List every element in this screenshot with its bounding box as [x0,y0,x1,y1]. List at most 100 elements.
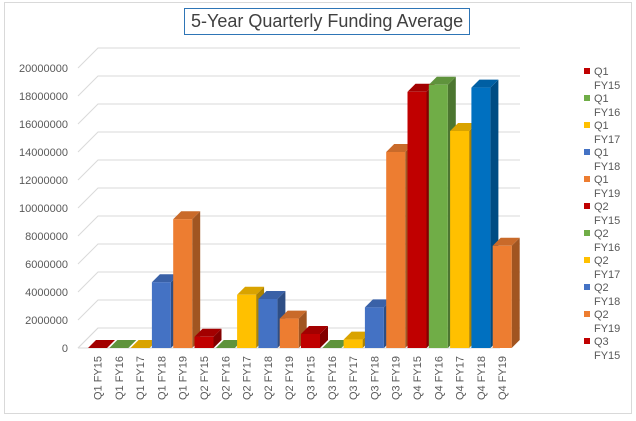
gridline [77,103,520,125]
bar [173,219,193,348]
x-tick-label: Q4 FY17 [455,356,467,400]
legend-swatch [584,149,590,155]
bar-top [343,331,371,340]
bar-top [151,274,179,283]
bar-top [279,310,307,319]
legend-label-line2: FY15 [594,350,620,362]
legend-swatch [584,203,590,209]
gridline [77,215,520,237]
bar [492,245,512,348]
gridline [77,271,520,293]
y-tick-label: 0 [62,343,68,355]
bar-side [213,328,222,348]
legend-label-line2: FY16 [594,107,620,119]
x-tick-label: Q3 FY15 [306,356,318,400]
legend-swatch [584,284,590,290]
bar-top [258,291,286,299]
bar-side [320,326,328,348]
x-tick-label: Q2 FY16 [220,356,232,400]
legend-label: Q1 [594,120,609,132]
gridline [77,159,520,181]
bar-top [450,123,478,131]
legend-swatch [584,230,590,236]
x-tick-label: Q1 FY19 [178,356,190,400]
bar [471,87,491,348]
y-tick-label: 12000000 [19,175,68,187]
bar-top [194,328,222,337]
legend-label-line2: FY18 [594,161,620,173]
bar-top [88,340,115,348]
bar [450,131,470,348]
bar [279,318,299,348]
bar-top [301,326,328,334]
y-tick-label: 20000000 [19,63,68,75]
bar [386,152,406,348]
legend-label: Q2 [594,255,609,267]
legend-label-line2: FY15 [594,215,620,227]
legend-label-line2: FY19 [594,188,620,200]
y-tick-label: 14000000 [19,147,68,159]
x-tick-label: Q1 FY18 [156,356,168,400]
y-tick-label: 10000000 [19,203,68,215]
x-tick-label: Q2 FY19 [284,356,296,400]
y-tick-label: 18000000 [19,91,68,103]
legend-label: Q2 [594,201,609,213]
legend-swatch [584,311,590,317]
y-tick-label: 2000000 [25,315,68,327]
bar-top [364,299,392,308]
bar [343,339,363,348]
gridline [77,243,520,265]
legend-label-line2: FY16 [594,242,620,254]
bar [194,336,214,348]
legend-label-line2: FY15 [594,80,620,92]
bar-top [109,340,137,348]
chart-title: 5-Year Quarterly Funding Average [184,8,471,35]
bar-top [173,211,201,220]
legend-label: Q1 [594,174,609,186]
gridline [77,75,520,97]
x-tick-label: Q1 FY16 [114,356,126,400]
legend-swatch [584,338,590,344]
gridline [77,47,520,69]
bar [301,334,320,348]
x-tick-label: Q3 FY18 [369,356,381,400]
y-tick-label: 6000000 [25,259,68,271]
legend-swatch [584,122,590,128]
legend-label: Q2 [594,282,609,294]
x-tick-label: Q1 FY15 [93,356,105,400]
legend-swatch [584,257,590,263]
legend-label: Q1 [594,147,609,159]
legend-label-line2: FY19 [594,323,620,335]
legend-swatch [584,68,590,74]
bar [428,84,448,349]
y-tick-label: 4000000 [25,287,68,299]
legend-label-line2: FY17 [594,269,620,281]
bar-top [407,83,435,92]
bar-top [428,76,456,85]
bar-side [192,211,201,348]
legend-label-line2: FY17 [594,134,620,146]
legend-label: Q2 [594,309,609,321]
bar-top [492,237,520,246]
legend-swatch [584,95,590,101]
bar [364,307,384,348]
x-tick-label: Q3 FY17 [348,356,360,400]
legend-swatch [584,176,590,182]
x-tick-label: Q4 FY19 [497,356,509,400]
bar-top [237,286,265,295]
bar-top [130,340,158,348]
x-tick-label: Q1 FY17 [135,356,147,400]
gridline [77,187,520,209]
x-tick-label: Q3 FY19 [391,356,403,400]
bar [237,294,257,348]
bar [258,299,278,348]
legend-label: Q2 [594,228,609,240]
x-tick-label: Q4 FY18 [476,356,488,400]
bar [151,282,171,348]
gridline [77,131,520,153]
x-tick-label: Q4 FY16 [433,356,445,400]
x-tick-label: Q2 FY15 [199,356,211,400]
x-tick-label: Q2 FY17 [242,356,254,400]
bar [407,91,427,349]
